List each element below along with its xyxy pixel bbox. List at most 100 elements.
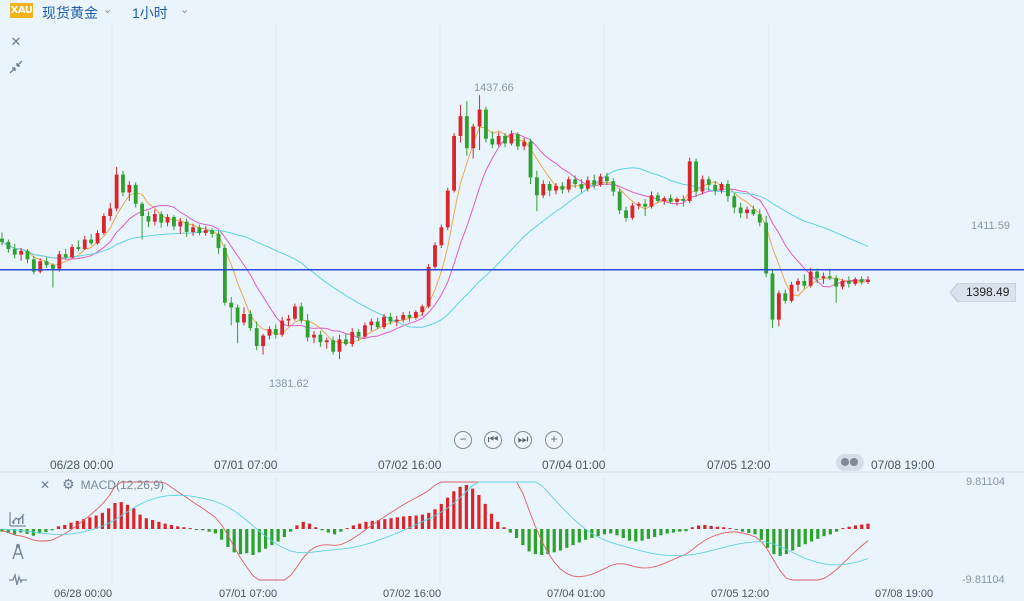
macd-histogram-bar xyxy=(81,519,86,529)
macd-histogram-bar xyxy=(621,529,625,538)
candle-body xyxy=(299,306,304,321)
symbol-selector[interactable]: 现货黄金 xyxy=(42,5,98,21)
candle-body xyxy=(573,179,577,184)
macd-histogram-bar xyxy=(358,523,362,529)
candle-body xyxy=(63,254,68,258)
candle-body xyxy=(375,321,380,328)
candle-body xyxy=(407,314,412,318)
scroll-start-button[interactable]: ⏮ xyxy=(484,431,502,449)
candle-body xyxy=(534,177,539,196)
candle-body xyxy=(802,281,807,286)
candle-body xyxy=(719,183,724,191)
macd-histogram-bar xyxy=(282,529,286,538)
panel-resize-handle[interactable] xyxy=(836,454,864,471)
macd-histogram-bar xyxy=(584,529,588,540)
candle-body xyxy=(172,216,176,227)
macd-histogram-bar xyxy=(552,529,556,553)
candle-body xyxy=(140,203,144,217)
candle-body xyxy=(846,281,851,284)
candle-body xyxy=(630,205,635,218)
macd-histogram-bar xyxy=(257,529,261,553)
candle-body xyxy=(789,284,794,301)
macd-histogram-bar xyxy=(791,529,795,551)
time-axis-label: 06/28 00:00 xyxy=(54,588,113,600)
macd-histogram-bar xyxy=(207,529,211,532)
chevron-down-icon[interactable]: ⌄ xyxy=(103,4,113,16)
candle-body xyxy=(420,306,425,313)
macd-histogram-bar xyxy=(747,529,751,534)
candle-body xyxy=(382,316,386,328)
macd-histogram-bar xyxy=(803,529,807,545)
macd-histogram-bar xyxy=(144,518,148,529)
candle-body xyxy=(89,239,94,244)
macd-histogram-bar xyxy=(94,515,98,529)
macd-histogram-bar xyxy=(703,524,707,529)
macd-histogram-bar xyxy=(107,508,111,529)
macd-histogram-bar xyxy=(50,529,54,531)
candle-body xyxy=(133,184,138,204)
waveform-icon[interactable] xyxy=(8,572,28,591)
candle-body xyxy=(547,183,552,191)
candle-body xyxy=(579,183,584,189)
macd-histogram-bar xyxy=(12,529,17,535)
candle-body xyxy=(152,214,157,222)
candle-body xyxy=(12,248,17,255)
chevron-down-icon[interactable]: ⌄ xyxy=(180,4,190,16)
candle-body xyxy=(337,339,342,352)
candle-body xyxy=(834,278,839,287)
current-price-tag: 1398.49 xyxy=(950,283,1016,302)
candle-body xyxy=(694,161,698,192)
close-icon[interactable]: ✕ xyxy=(10,34,22,49)
candle-body xyxy=(273,329,278,335)
candle-body xyxy=(490,138,495,145)
candle-body xyxy=(121,174,125,193)
candle-body xyxy=(331,340,336,352)
scroll-end-button[interactable]: ⏭ xyxy=(514,431,532,449)
gear-icon[interactable]: ⚙ xyxy=(62,476,75,492)
candle-body xyxy=(127,184,132,193)
macd-histogram-bar xyxy=(56,526,61,529)
macd-histogram-bar xyxy=(100,512,105,529)
macd-histogram-bar xyxy=(188,528,192,530)
candle-body xyxy=(203,230,208,233)
current-price-value: 1398.49 xyxy=(966,285,1010,299)
zoom-out-button[interactable]: − xyxy=(454,431,472,449)
macd-histogram-bar xyxy=(471,488,475,529)
time-axis-label: 07/01 07:00 xyxy=(219,588,278,600)
macd-histogram-bar xyxy=(609,529,613,534)
macd-histogram-bar xyxy=(414,515,418,529)
macd-histogram-bar xyxy=(138,514,142,529)
macd-histogram-bar xyxy=(169,524,174,529)
close-icon[interactable]: ✕ xyxy=(40,477,51,492)
candle-body xyxy=(363,325,367,337)
candle-body xyxy=(675,199,679,202)
macd-histogram-bar xyxy=(402,516,406,529)
macd-histogram-bar xyxy=(289,529,293,532)
macd-histogram-bar xyxy=(734,529,738,530)
macd-histogram-bar xyxy=(389,518,393,529)
candle-body xyxy=(369,321,374,326)
candle-body xyxy=(662,198,667,201)
macd-histogram-bar xyxy=(684,529,688,532)
candle-body xyxy=(242,313,246,323)
zoom-in-button[interactable]: + xyxy=(545,431,563,449)
macd-histogram-bar xyxy=(251,529,255,556)
time-axis-label: 07/04 01:00 xyxy=(547,588,606,600)
macd-histogram-bar xyxy=(263,529,268,549)
macd-histogram-bar xyxy=(577,529,581,543)
drawing-tool-icon[interactable] xyxy=(8,543,28,561)
collapse-arrows-icon[interactable] xyxy=(8,60,24,76)
macd-histogram-bar xyxy=(784,529,789,555)
macd-histogram-bar xyxy=(671,529,676,533)
candle-body xyxy=(286,318,291,321)
candle-body xyxy=(82,239,87,249)
period-selector[interactable]: 1小时 xyxy=(132,5,168,21)
macd-histogram-bar xyxy=(433,509,437,529)
macd-histogram-bar xyxy=(502,527,506,529)
macd-histogram-bar xyxy=(596,529,600,537)
macd-histogram-bar xyxy=(157,521,161,529)
indicator-chart-icon[interactable] xyxy=(8,511,28,529)
macd-histogram-bar xyxy=(125,504,130,529)
macd-histogram-bar xyxy=(853,525,858,529)
